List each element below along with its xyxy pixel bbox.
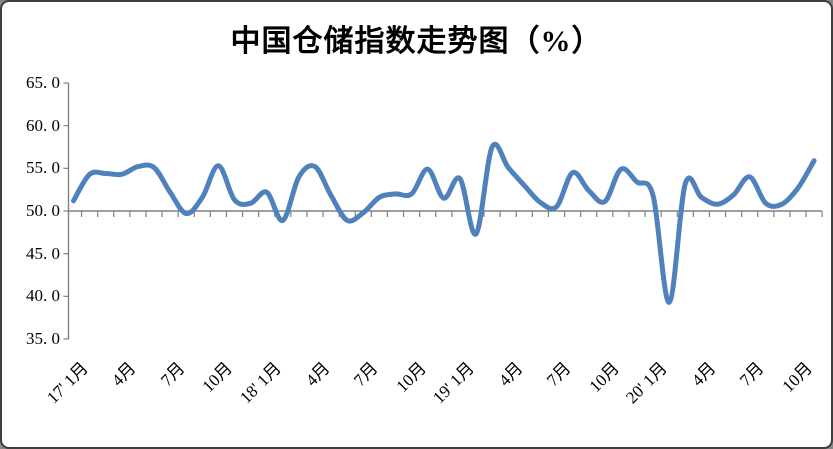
y-axis-label: 60. 0 — [26, 115, 60, 135]
chart-title: 中国仓储指数走势图（%） — [230, 25, 603, 58]
y-axis-label: 45. 0 — [26, 243, 60, 263]
y-axis-label: 65. 0 — [26, 73, 60, 92]
y-axis-label: 50. 0 — [26, 201, 60, 220]
y-axis-label: 35. 0 — [26, 329, 60, 348]
index-line-series — [71, 141, 817, 305]
y-axis-label: 40. 0 — [26, 286, 60, 306]
y-axis-label: 55. 0 — [26, 158, 60, 178]
